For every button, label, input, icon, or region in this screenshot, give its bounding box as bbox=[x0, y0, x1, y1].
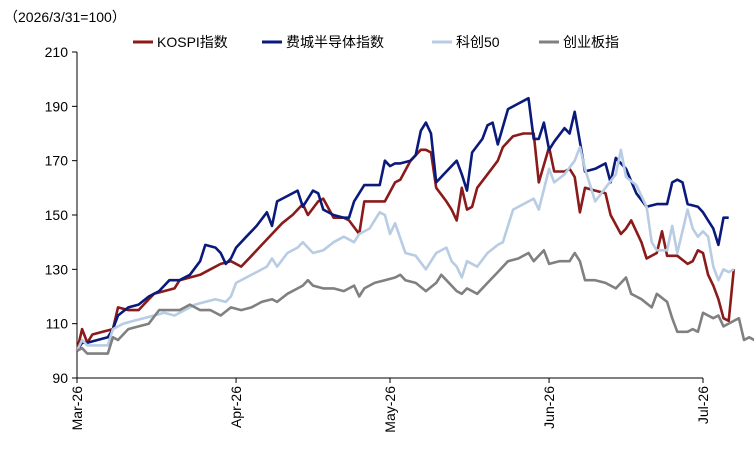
y-tick-label: 190 bbox=[45, 98, 69, 114]
legend-label-2: 科创50 bbox=[456, 34, 500, 50]
unit-note: （2026/3/31=100） bbox=[4, 9, 126, 25]
y-axis: 90 110 130 150 170 190 210 bbox=[45, 44, 78, 386]
legend-label-3: 创业板指 bbox=[563, 34, 619, 50]
x-axis: Mar-26 Apr-26 May-26 Jun-26 Jul-26 bbox=[69, 377, 711, 433]
series-line-3 bbox=[76, 249, 754, 355]
y-tick-label: 110 bbox=[46, 316, 69, 332]
y-tick-label: 210 bbox=[45, 44, 69, 60]
x-tick-label: Jul-26 bbox=[695, 386, 711, 424]
legend: KOSPI指数 费城半导体指数 科创50 创业板指 bbox=[133, 34, 619, 50]
legend-label-0: KOSPI指数 bbox=[157, 34, 228, 50]
series-line-1 bbox=[75, 96, 729, 352]
y-tick-label: 150 bbox=[45, 207, 69, 223]
series-line-0 bbox=[75, 132, 736, 352]
series-line-2 bbox=[75, 145, 735, 352]
y-tick-label: 90 bbox=[52, 370, 68, 386]
x-tick-label: Jun-26 bbox=[541, 386, 557, 429]
x-tick-label: Apr-26 bbox=[228, 386, 244, 428]
x-tick-label: Mar-26 bbox=[69, 386, 85, 431]
y-tick-label: 170 bbox=[45, 153, 69, 169]
legend-label-1: 费城半导体指数 bbox=[286, 34, 384, 50]
y-tick-label: 130 bbox=[45, 261, 69, 277]
x-tick-label: May-26 bbox=[382, 386, 398, 433]
series-group bbox=[75, 96, 754, 355]
